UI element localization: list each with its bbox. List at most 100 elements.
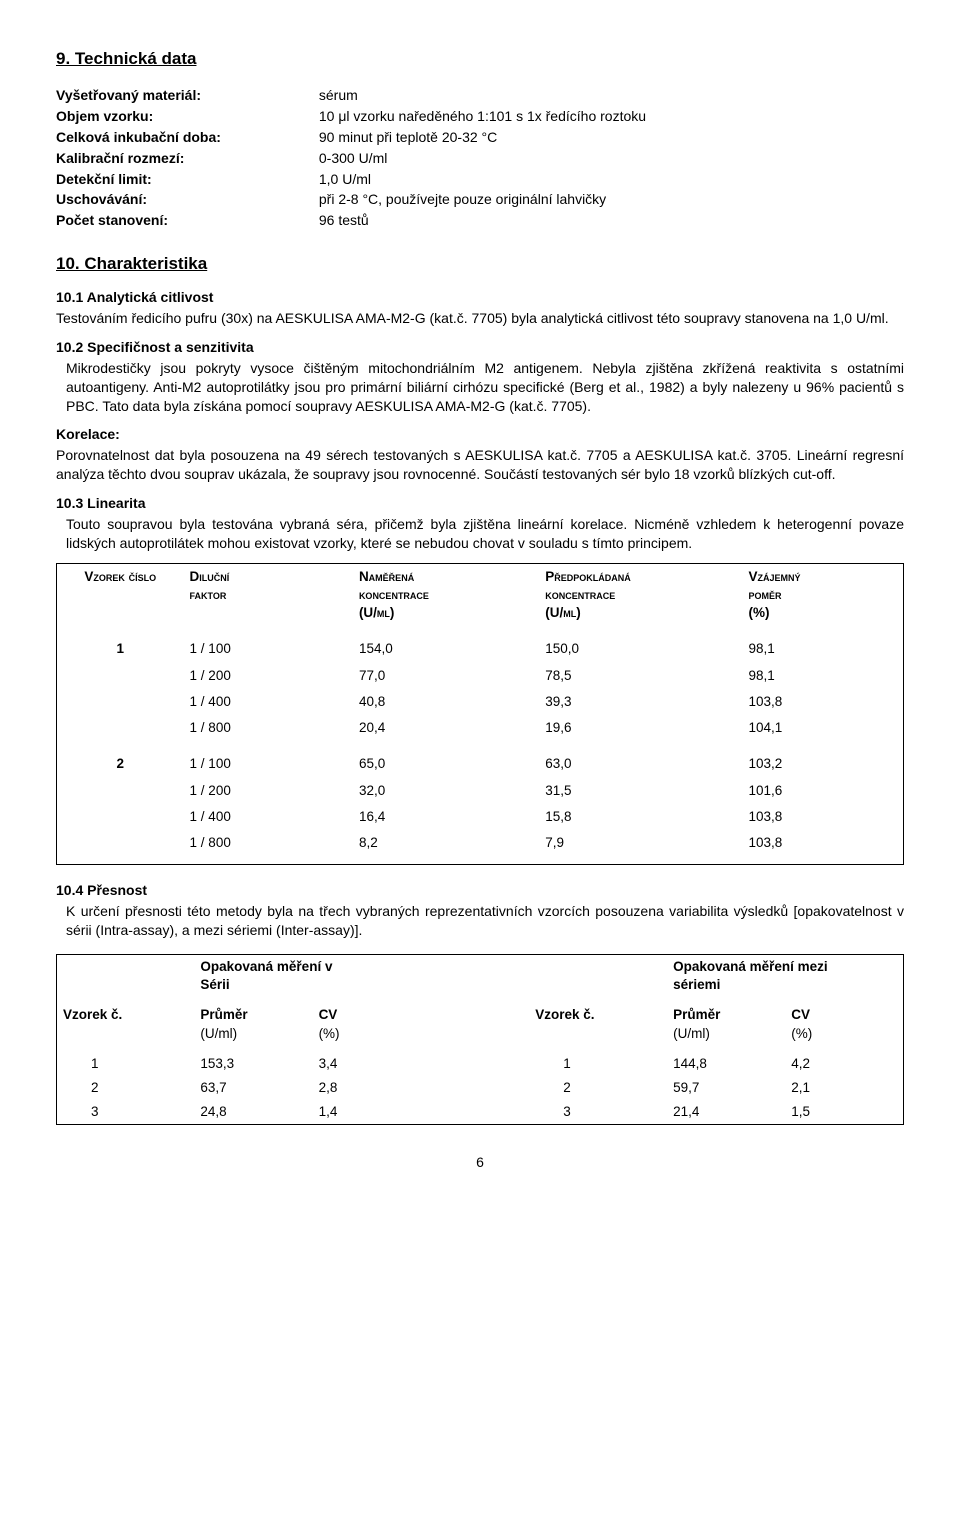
prec-h-vz-r: Vzorek č.: [535, 1007, 594, 1022]
linearity-expected: 7,9: [539, 830, 742, 856]
prec-right-title1: Opakovaná měření mezi: [673, 959, 828, 974]
prec-h-cvu-r: (%): [791, 1026, 812, 1041]
linearity-dilution: 1 / 100: [184, 751, 353, 777]
prec-h-meanu-r: (U/ml): [673, 1026, 710, 1041]
technical-data-value: 1,0 U/ml: [319, 169, 904, 190]
linearity-measured: 154,0: [353, 636, 539, 662]
precision-right-mean: 59,7: [667, 1076, 785, 1100]
technical-data-label: Vyšetřovaný materiál:: [56, 85, 319, 106]
prec-h-cv-l: CV: [319, 1007, 338, 1022]
linearity-dilution: 1 / 800: [184, 715, 353, 741]
linearity-sample-id: 1: [57, 636, 184, 662]
lin-h4a: Vzájemný: [749, 569, 801, 584]
linearity-sample-id: [57, 804, 184, 830]
linearity-measured: 32,0: [353, 778, 539, 804]
lin-h1a: Diluční: [190, 569, 230, 584]
precision-right-cv: 4,2: [785, 1052, 903, 1076]
technical-data-value: 10 μl vzorku naředěného 1:101 s 1x ředíc…: [319, 106, 904, 127]
linearity-expected: 78,5: [539, 663, 742, 689]
precision-left-id: 2: [57, 1076, 195, 1100]
paragraph-10-3: Touto soupravou byla testována vybraná s…: [56, 515, 904, 553]
lin-h2a: Naměřená: [359, 569, 414, 584]
technical-data-value: 0-300 U/ml: [319, 148, 904, 169]
prec-h-mean-r: Průměr: [673, 1007, 720, 1022]
linearity-row: 1 / 8008,27,9103,8: [57, 830, 904, 856]
precision-left-cv: 3,4: [313, 1052, 431, 1076]
paragraph-10-1: Testováním ředicího pufru (30x) na AESKU…: [56, 309, 904, 328]
prec-h-vz-l: Vzorek č.: [63, 1007, 122, 1022]
technical-data-label: Celková inkubační doba:: [56, 127, 319, 148]
linearity-measured: 40,8: [353, 689, 539, 715]
precision-left-cv: 1,4: [313, 1100, 431, 1125]
linearity-row: 11 / 100154,0150,098,1: [57, 636, 904, 662]
technical-data-row: Uschovávání:při 2-8 °C, používejte pouze…: [56, 189, 904, 210]
technical-data-row: Detekční limit:1,0 U/ml: [56, 169, 904, 190]
technical-data-value: 90 minut při teplotě 20-32 °C: [319, 127, 904, 148]
linearity-sample-id: [57, 663, 184, 689]
prec-left-title1: Opakovaná měření v: [200, 959, 332, 974]
precision-right-id: 1: [529, 1052, 667, 1076]
technical-data-row: Vyšetřovaný materiál:sérum: [56, 85, 904, 106]
technical-data-value: 96 testů: [319, 210, 904, 231]
paragraph-10-2: Mikrodestičky jsou pokryty vysoce čištěn…: [56, 359, 904, 416]
linearity-ratio: 104,1: [743, 715, 904, 741]
heading-10-4: 10.4 Přesnost: [56, 881, 904, 900]
linearity-row: 21 / 10065,063,0103,2: [57, 751, 904, 777]
lin-h1b: faktor: [190, 587, 227, 602]
linearity-measured: 77,0: [353, 663, 539, 689]
linearity-sample-id: [57, 778, 184, 804]
heading-10-1: 10.1 Analytická citlivost: [56, 288, 904, 307]
lin-h3c: (U/ml): [545, 605, 581, 620]
lin-h4b: poměr: [749, 587, 782, 602]
precision-table: Opakovaná měření v Sérii Opakovaná měřen…: [56, 954, 904, 1126]
paragraph-10-4: K určení přesnosti této metody byla na t…: [56, 902, 904, 940]
precision-left-mean: 24,8: [194, 1100, 312, 1125]
linearity-expected: 19,6: [539, 715, 742, 741]
precision-right-id: 3: [529, 1100, 667, 1125]
technical-data-label: Kalibrační rozmezí:: [56, 148, 319, 169]
linearity-expected: 39,3: [539, 689, 742, 715]
prec-left-title2: Sérii: [200, 977, 229, 992]
linearity-ratio: 98,1: [743, 663, 904, 689]
technical-data-table: Vyšetřovaný materiál:sérumObjem vzorku:1…: [56, 85, 904, 231]
precision-left-cv: 2,8: [313, 1076, 431, 1100]
linearity-row: 1 / 20077,078,598,1: [57, 663, 904, 689]
heading-10-2: 10.2 Specifičnost a senzitivita: [56, 338, 904, 357]
prec-h-mean-l: Průměr: [200, 1007, 247, 1022]
linearity-dilution: 1 / 200: [184, 663, 353, 689]
precision-row: 1153,33,41144,84,2: [57, 1052, 904, 1076]
technical-data-row: Celková inkubační doba:90 minut při tepl…: [56, 127, 904, 148]
precision-row: 263,72,8259,72,1: [57, 1076, 904, 1100]
precision-right-cv: 2,1: [785, 1076, 903, 1100]
lin-h0a: Vzorek číslo: [84, 569, 156, 584]
technical-data-label: Objem vzorku:: [56, 106, 319, 127]
technical-data-label: Uschovávání:: [56, 189, 319, 210]
heading-korelace: Korelace:: [56, 425, 904, 444]
lin-h3b: koncentrace: [545, 587, 615, 602]
linearity-expected: 150,0: [539, 636, 742, 662]
linearity-expected: 31,5: [539, 778, 742, 804]
precision-right-mean: 21,4: [667, 1100, 785, 1125]
precision-row: 324,81,4321,41,5: [57, 1100, 904, 1125]
linearity-expected: 15,8: [539, 804, 742, 830]
linearity-sample-id: [57, 689, 184, 715]
linearity-ratio: 103,8: [743, 830, 904, 856]
paragraph-korelace: Porovnatelnost dat byla posouzena na 49 …: [56, 446, 904, 484]
lin-h4c: (%): [749, 605, 770, 620]
linearity-row: 1 / 40016,415,8103,8: [57, 804, 904, 830]
linearity-measured: 65,0: [353, 751, 539, 777]
section-9-title: 9. Technická data: [56, 48, 904, 71]
linearity-expected: 63,0: [539, 751, 742, 777]
linearity-ratio: 103,8: [743, 689, 904, 715]
lin-h3a: Předpokládaná: [545, 569, 631, 584]
linearity-dilution: 1 / 200: [184, 778, 353, 804]
linearity-ratio: 101,6: [743, 778, 904, 804]
prec-h-cvu-l: (%): [319, 1026, 340, 1041]
linearity-ratio: 103,8: [743, 804, 904, 830]
precision-right-mean: 144,8: [667, 1052, 785, 1076]
linearity-dilution: 1 / 800: [184, 830, 353, 856]
linearity-sample-id: [57, 715, 184, 741]
technical-data-value: sérum: [319, 85, 904, 106]
prec-h-meanu-l: (U/ml): [200, 1026, 237, 1041]
prec-h-cv-r: CV: [791, 1007, 810, 1022]
